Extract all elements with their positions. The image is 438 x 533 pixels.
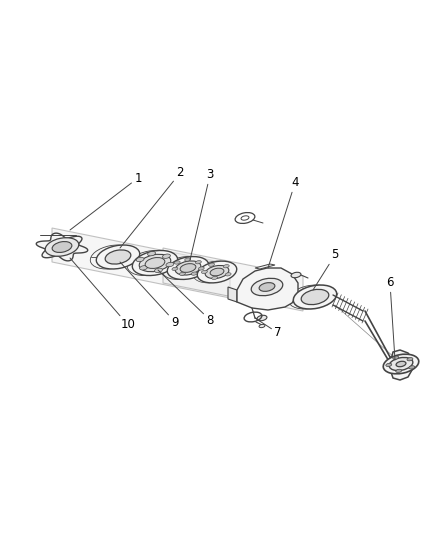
Ellipse shape: [148, 252, 155, 256]
Ellipse shape: [191, 272, 197, 275]
Ellipse shape: [201, 270, 207, 273]
Ellipse shape: [175, 261, 201, 275]
Ellipse shape: [409, 366, 415, 369]
Ellipse shape: [155, 268, 162, 272]
Ellipse shape: [197, 261, 237, 283]
Text: 5: 5: [313, 248, 339, 290]
Ellipse shape: [301, 289, 329, 305]
Ellipse shape: [136, 257, 144, 262]
Ellipse shape: [205, 265, 229, 279]
Ellipse shape: [393, 356, 399, 359]
Polygon shape: [52, 228, 230, 298]
Ellipse shape: [259, 325, 265, 328]
Ellipse shape: [180, 264, 196, 272]
Ellipse shape: [105, 250, 131, 264]
Text: 3: 3: [190, 168, 214, 260]
Text: 9: 9: [120, 262, 179, 328]
Ellipse shape: [383, 354, 419, 374]
Ellipse shape: [291, 272, 301, 278]
Polygon shape: [163, 248, 303, 311]
Ellipse shape: [389, 358, 413, 370]
Ellipse shape: [132, 251, 178, 276]
Ellipse shape: [212, 276, 218, 279]
Ellipse shape: [172, 267, 178, 270]
Ellipse shape: [198, 267, 204, 270]
Ellipse shape: [180, 272, 185, 276]
Ellipse shape: [386, 364, 392, 367]
Text: 8: 8: [158, 270, 214, 327]
Ellipse shape: [208, 263, 215, 266]
Ellipse shape: [139, 254, 171, 272]
Text: 10: 10: [70, 258, 135, 332]
Ellipse shape: [225, 273, 231, 276]
Ellipse shape: [257, 316, 267, 321]
Ellipse shape: [166, 262, 174, 266]
Ellipse shape: [96, 245, 140, 269]
Ellipse shape: [293, 285, 337, 309]
Ellipse shape: [52, 241, 72, 253]
Ellipse shape: [210, 268, 224, 276]
Text: 7: 7: [255, 318, 282, 340]
Text: 1: 1: [70, 172, 142, 230]
Ellipse shape: [140, 265, 148, 270]
Polygon shape: [36, 233, 88, 261]
Ellipse shape: [259, 282, 275, 292]
Ellipse shape: [396, 361, 406, 367]
Text: 6: 6: [386, 277, 395, 360]
Ellipse shape: [407, 358, 413, 361]
Text: 4: 4: [268, 176, 299, 268]
Polygon shape: [391, 350, 412, 380]
Ellipse shape: [145, 257, 165, 269]
Ellipse shape: [174, 261, 180, 264]
Text: 2: 2: [120, 166, 184, 248]
Ellipse shape: [251, 278, 283, 296]
Polygon shape: [228, 287, 237, 302]
Ellipse shape: [167, 256, 209, 279]
Polygon shape: [237, 268, 298, 310]
Ellipse shape: [396, 369, 402, 373]
Ellipse shape: [195, 261, 201, 264]
Polygon shape: [255, 264, 275, 269]
Ellipse shape: [162, 254, 170, 259]
Ellipse shape: [45, 238, 79, 256]
Ellipse shape: [185, 258, 191, 261]
Ellipse shape: [223, 264, 229, 268]
